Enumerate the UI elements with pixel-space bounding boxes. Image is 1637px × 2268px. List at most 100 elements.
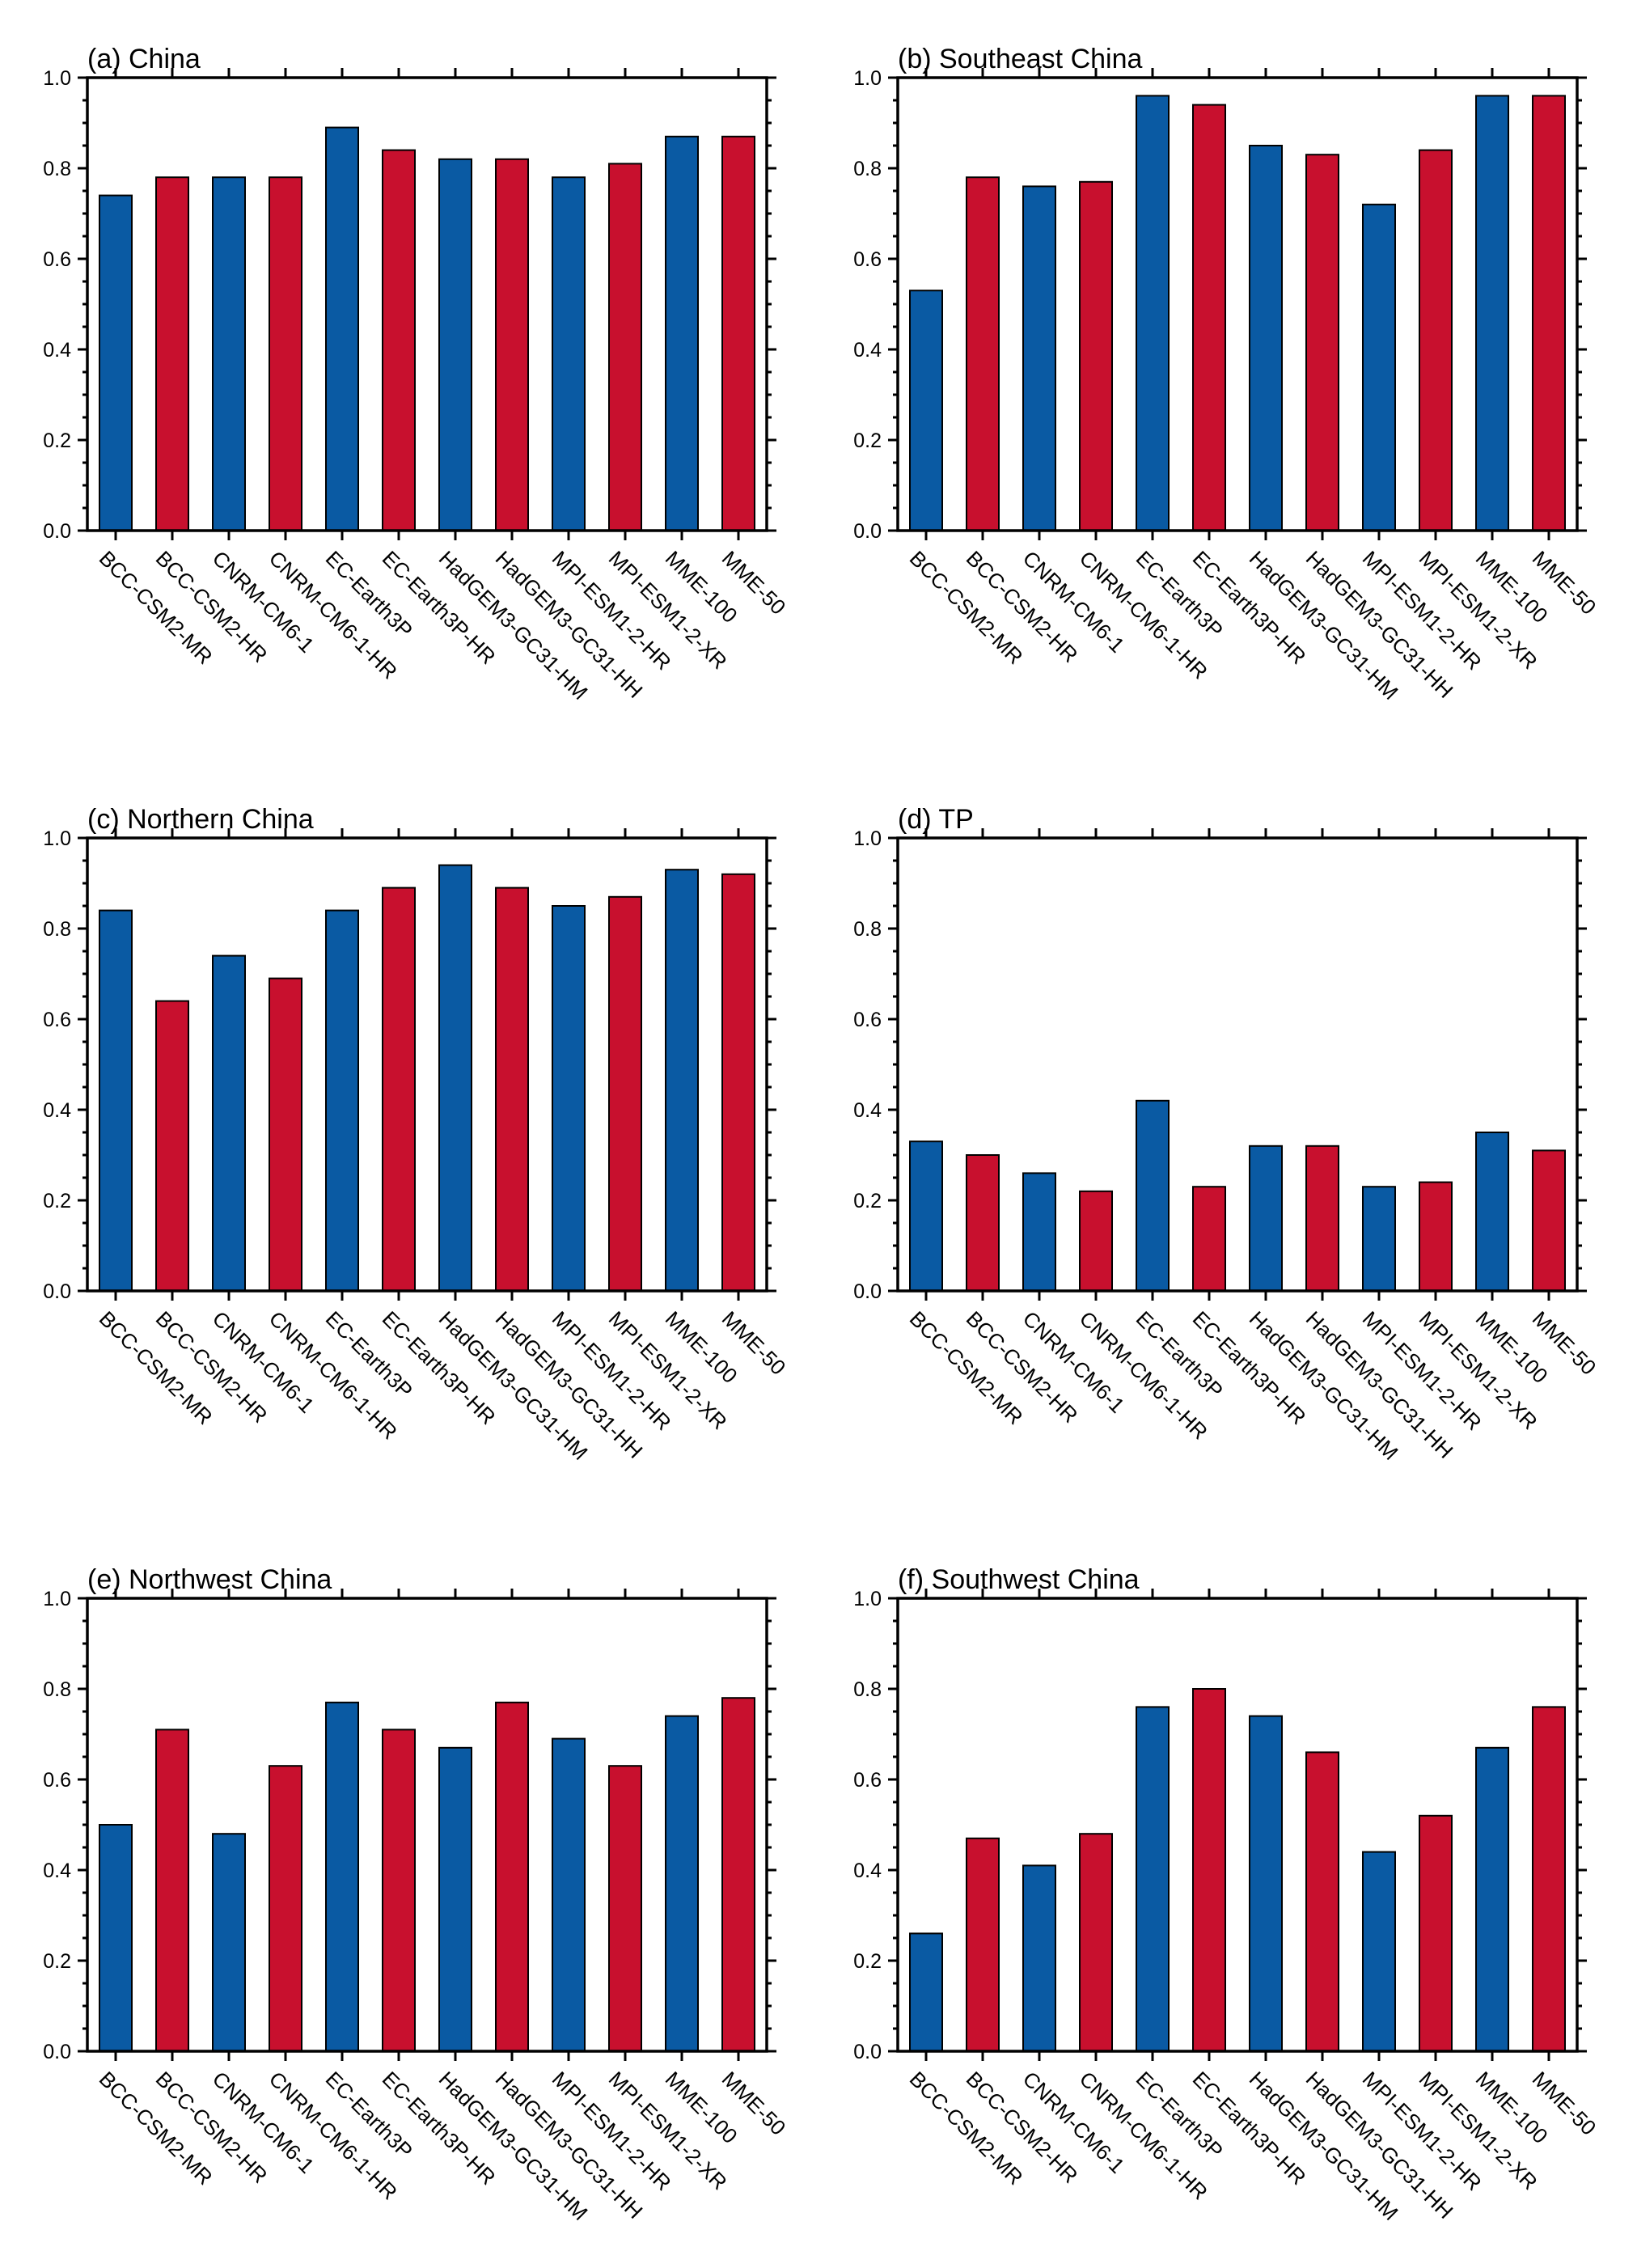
bar-hadgem3-gc31-hh <box>1305 154 1339 531</box>
bar-ec-earth3p-hr <box>1192 1186 1226 1292</box>
y-tick-label: 0.8 <box>43 1678 71 1701</box>
bar-cnrm-cm6-1-hr <box>1079 1190 1113 1293</box>
y-tick-label: 1.0 <box>43 1588 71 1610</box>
bar-ec-earth3p-hr <box>382 149 416 531</box>
bar-mpi-esm1-2-hr <box>1362 1851 1396 2053</box>
bar-cnrm-cm6-1 <box>212 176 246 531</box>
y-tick-label: 1.0 <box>43 827 71 850</box>
bar-cnrm-cm6-1 <box>212 954 246 1292</box>
bar-bcc-csm2-hr <box>966 1154 1000 1292</box>
bar-mme-100 <box>1475 1132 1509 1292</box>
y-tick-label: 0.6 <box>853 248 882 271</box>
bar-cnrm-cm6-1 <box>212 1833 246 2052</box>
bar-hadgem3-gc31-hh <box>1305 1751 1339 2052</box>
bar-hadgem3-gc31-hm <box>1249 145 1283 531</box>
y-tick-label: 0.0 <box>853 2041 882 2063</box>
bar-bcc-csm2-mr <box>909 1932 943 2052</box>
bar-ec-earth3p-hr <box>382 1729 416 2052</box>
bar-mpi-esm1-2-hr <box>552 905 586 1292</box>
chart-panel-5: (f) Southwest China0.00.20.40.60.81.0BCC… <box>853 1564 1601 2225</box>
bar-mme-50 <box>721 873 755 1293</box>
bar-mpi-esm1-2-hr <box>552 1737 586 2053</box>
bar-ec-earth3p <box>1136 1706 1170 2052</box>
chart-panel-1: (b) Southeast China0.00.20.40.60.81.0BCC… <box>853 44 1601 705</box>
bar-bcc-csm2-hr <box>155 1729 189 2052</box>
bar-mme-100 <box>665 135 699 532</box>
y-tick-label: 0.6 <box>853 1769 882 1792</box>
bar-hadgem3-gc31-hm <box>438 1746 472 2053</box>
y-tick-label: 0.4 <box>43 1860 71 1882</box>
y-tick-label: 1.0 <box>43 67 71 90</box>
bar-bcc-csm2-mr <box>99 194 133 531</box>
bar-cnrm-cm6-1 <box>1022 185 1056 531</box>
bar-bcc-csm2-hr <box>966 176 1000 531</box>
bar-mme-100 <box>665 1715 699 2053</box>
bar-hadgem3-gc31-hm <box>1249 1715 1283 2053</box>
bar-ec-earth3p <box>1136 95 1170 531</box>
y-tick-label: 0.8 <box>853 918 882 941</box>
bar-mme-100 <box>665 869 699 1292</box>
bar-hadgem3-gc31-hm <box>438 158 472 532</box>
bar-mpi-esm1-2-hr <box>552 176 586 531</box>
bar-bcc-csm2-mr <box>909 1140 943 1292</box>
bar-mpi-esm1-2-xr <box>1419 1814 1453 2053</box>
y-tick-label: 0.4 <box>43 1099 71 1122</box>
bar-ec-earth3p <box>325 1701 359 2053</box>
bar-mme-50 <box>721 1697 755 2052</box>
y-tick-label: 0.8 <box>43 918 71 941</box>
chart-title: (f) Southwest China <box>898 1564 1140 1595</box>
bar-ec-earth3p <box>325 126 359 531</box>
y-tick-label: 0.4 <box>853 339 882 362</box>
y-tick-label: 0.6 <box>43 248 71 271</box>
y-tick-label: 0.2 <box>853 1190 882 1212</box>
chart-title: (a) China <box>87 44 201 74</box>
y-tick-label: 0.2 <box>853 429 882 452</box>
bar-mme-100 <box>1475 1746 1509 2053</box>
bar-cnrm-cm6-1 <box>1022 1172 1056 1293</box>
bar-cnrm-cm6-1-hr <box>1079 180 1113 532</box>
y-tick-label: 0.0 <box>853 1280 882 1303</box>
bar-cnrm-cm6-1-hr <box>269 977 302 1292</box>
bar-mpi-esm1-2-hr <box>1362 203 1396 532</box>
y-tick-label: 0.8 <box>853 158 882 180</box>
bar-bcc-csm2-mr <box>909 290 943 531</box>
y-tick-label: 0.6 <box>43 1769 71 1792</box>
y-tick-label: 1.0 <box>853 67 882 90</box>
bar-cnrm-cm6-1-hr <box>269 176 302 531</box>
bar-bcc-csm2-mr <box>99 1824 133 2052</box>
bar-mpi-esm1-2-hr <box>1362 1186 1396 1292</box>
chart-title: (e) Northwest China <box>87 1564 332 1595</box>
bar-mpi-esm1-2-xr <box>608 1765 642 2052</box>
chart-panel-2: (c) Northern China0.00.20.40.60.81.0BCC-… <box>43 804 790 1465</box>
bar-mpi-esm1-2-xr <box>608 895 642 1293</box>
chart-title: (d) TP <box>898 804 974 835</box>
y-tick-label: 0.8 <box>43 158 71 180</box>
bar-hadgem3-gc31-hh <box>495 1701 529 2053</box>
y-tick-label: 0.0 <box>853 520 882 543</box>
bar-cnrm-cm6-1-hr <box>269 1765 302 2052</box>
y-tick-label: 0.6 <box>43 1009 71 1031</box>
y-tick-label: 0.4 <box>853 1860 882 1882</box>
bar-cnrm-cm6-1 <box>1022 1864 1056 2052</box>
y-tick-label: 1.0 <box>853 1588 882 1610</box>
y-tick-label: 0.4 <box>43 339 71 362</box>
bar-bcc-csm2-hr <box>155 1000 189 1292</box>
y-tick-label: 0.0 <box>43 1280 71 1303</box>
bar-hadgem3-gc31-hh <box>495 886 529 1292</box>
y-tick-label: 1.0 <box>853 827 882 850</box>
bar-bcc-csm2-mr <box>99 909 133 1292</box>
bar-ec-earth3p-hr <box>1192 104 1226 532</box>
y-tick-label: 0.0 <box>43 520 71 543</box>
y-tick-label: 0.4 <box>853 1099 882 1122</box>
chart-title: (c) Northern China <box>87 804 314 835</box>
bar-ec-earth3p-hr <box>1192 1688 1226 2052</box>
bar-mme-50 <box>1532 1706 1566 2052</box>
bar-hadgem3-gc31-hm <box>1249 1145 1283 1293</box>
bar-mme-100 <box>1475 95 1509 531</box>
y-tick-label: 0.8 <box>853 1678 882 1701</box>
y-tick-label: 0.2 <box>43 429 71 452</box>
y-tick-label: 0.0 <box>43 2041 71 2063</box>
bar-bcc-csm2-hr <box>966 1837 1000 2053</box>
bar-mpi-esm1-2-xr <box>1419 149 1453 531</box>
